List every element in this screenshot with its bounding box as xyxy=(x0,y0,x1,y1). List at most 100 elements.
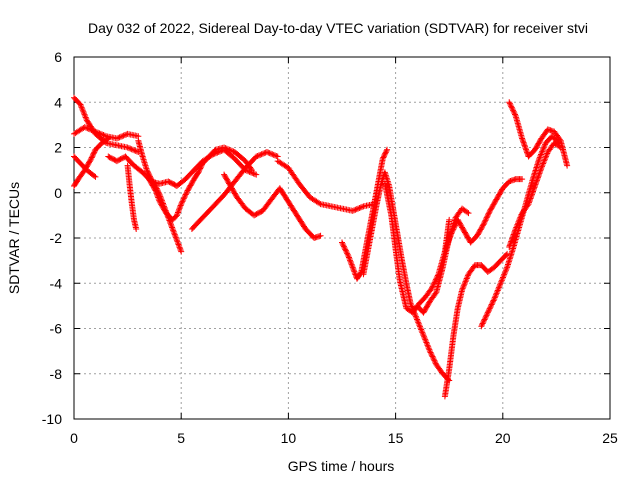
data-point xyxy=(461,279,468,286)
data-point xyxy=(478,323,485,330)
data-point xyxy=(564,162,571,169)
data-point xyxy=(536,155,543,162)
data-point xyxy=(460,284,467,291)
data-point xyxy=(502,267,509,274)
data-point xyxy=(498,278,505,285)
data-point xyxy=(512,225,519,232)
data-point xyxy=(427,349,434,356)
data-point xyxy=(153,190,160,197)
data-point xyxy=(426,348,433,355)
data-point xyxy=(317,232,324,239)
data-point xyxy=(176,244,183,251)
data-point xyxy=(273,152,280,159)
data-point xyxy=(339,239,345,246)
data-point xyxy=(423,340,430,347)
data-point xyxy=(95,129,102,136)
data-point xyxy=(77,101,84,108)
data-point xyxy=(263,149,270,156)
data-point xyxy=(198,162,205,169)
data-point xyxy=(228,184,235,191)
data-point xyxy=(540,160,547,167)
data-point xyxy=(425,300,432,307)
data-point xyxy=(379,155,386,162)
data-point xyxy=(421,308,428,315)
data-point xyxy=(148,179,155,186)
data-point xyxy=(512,111,519,118)
data-point xyxy=(510,107,517,114)
data-point xyxy=(221,171,228,178)
data-point xyxy=(513,224,520,231)
data-point xyxy=(498,187,505,194)
data-point xyxy=(475,230,482,237)
data-point xyxy=(85,125,92,132)
data-point xyxy=(175,241,182,248)
data-point xyxy=(168,223,175,230)
data-point xyxy=(428,352,435,359)
y-tick-label: 0 xyxy=(54,185,62,201)
data-point xyxy=(353,206,360,213)
data-point xyxy=(540,159,547,166)
data-point xyxy=(495,284,502,291)
data-point xyxy=(485,308,492,315)
data-point xyxy=(261,150,268,157)
data-point xyxy=(115,134,122,141)
y-tick-label: -4 xyxy=(50,275,63,291)
data-point xyxy=(425,343,432,350)
data-point xyxy=(429,284,436,291)
data-point xyxy=(479,321,486,328)
data-point xyxy=(348,261,355,268)
data-point xyxy=(486,209,493,216)
data-point xyxy=(541,157,548,164)
data-point xyxy=(383,148,390,155)
data-point xyxy=(339,240,346,247)
data-point xyxy=(269,151,276,158)
data-point xyxy=(485,210,492,217)
data-point xyxy=(93,129,100,136)
data-point xyxy=(116,134,123,141)
data-point xyxy=(459,287,466,294)
data-point xyxy=(176,242,183,249)
data-point xyxy=(229,186,236,193)
data-point xyxy=(422,338,429,345)
data-point xyxy=(128,146,135,153)
data-point xyxy=(456,220,463,227)
data-point xyxy=(543,153,550,160)
data-point xyxy=(408,303,415,310)
data-point xyxy=(464,234,471,241)
data-point xyxy=(487,304,494,311)
data-point xyxy=(181,194,188,201)
data-point xyxy=(257,151,264,158)
data-point xyxy=(457,221,464,228)
data-point xyxy=(495,192,502,199)
data-point xyxy=(196,166,203,173)
data-point xyxy=(432,276,439,283)
data-point xyxy=(173,212,180,219)
data-point xyxy=(557,144,564,151)
data-point xyxy=(342,247,349,254)
data-point xyxy=(458,223,465,230)
data-point xyxy=(474,231,481,238)
data-point xyxy=(148,181,155,188)
data-point xyxy=(347,257,354,264)
data-point xyxy=(536,139,543,146)
data-point xyxy=(491,199,498,206)
data-point xyxy=(223,175,230,182)
data-point xyxy=(480,319,487,326)
data-point xyxy=(510,108,517,115)
data-point xyxy=(413,315,420,322)
data-point xyxy=(351,207,358,214)
data-point xyxy=(536,154,543,161)
data-point xyxy=(341,244,348,251)
axis-ticks: 0 5 10 15 20 25 -10 -8 -6 -4 -2 0 2 4 6 xyxy=(42,49,618,446)
data-point xyxy=(496,283,503,290)
data-point xyxy=(254,152,261,159)
data-point xyxy=(426,346,433,353)
data-point xyxy=(92,173,99,180)
data-point xyxy=(541,156,548,163)
data-point xyxy=(349,262,356,269)
data-point xyxy=(87,157,94,164)
data-point xyxy=(161,207,168,214)
data-point xyxy=(81,124,88,131)
data-point xyxy=(195,168,202,175)
